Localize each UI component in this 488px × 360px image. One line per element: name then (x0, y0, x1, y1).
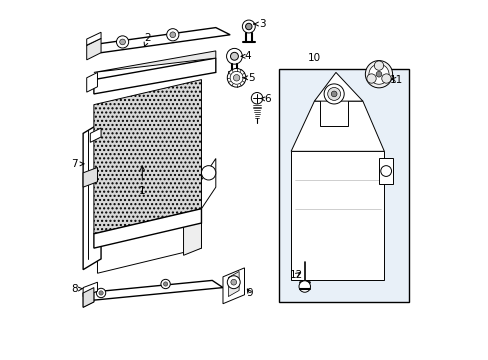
Polygon shape (290, 101, 384, 151)
Polygon shape (83, 282, 97, 297)
Polygon shape (83, 288, 94, 307)
Text: 5: 5 (243, 73, 254, 83)
Text: 9: 9 (246, 288, 253, 298)
Polygon shape (90, 128, 101, 142)
Circle shape (226, 48, 242, 64)
Circle shape (227, 276, 240, 289)
Polygon shape (83, 288, 94, 307)
Circle shape (366, 74, 375, 83)
Polygon shape (97, 108, 201, 273)
Circle shape (233, 75, 239, 81)
Circle shape (298, 281, 310, 292)
Circle shape (330, 91, 336, 97)
Polygon shape (94, 58, 215, 94)
Polygon shape (314, 72, 362, 101)
Text: 1: 1 (139, 166, 145, 196)
Circle shape (365, 60, 392, 88)
Text: 4: 4 (241, 51, 251, 61)
Polygon shape (94, 80, 201, 234)
Polygon shape (201, 158, 215, 209)
Polygon shape (83, 123, 101, 270)
Circle shape (242, 20, 255, 33)
Polygon shape (378, 158, 392, 184)
Circle shape (99, 291, 103, 295)
Polygon shape (86, 39, 101, 60)
Circle shape (373, 61, 383, 70)
Circle shape (251, 93, 262, 104)
Circle shape (166, 29, 179, 41)
Text: 6: 6 (261, 94, 270, 104)
Circle shape (380, 166, 391, 176)
Circle shape (227, 68, 245, 87)
Text: 3: 3 (253, 19, 265, 29)
Polygon shape (228, 271, 239, 297)
Circle shape (169, 32, 175, 38)
Circle shape (201, 166, 215, 180)
Polygon shape (86, 32, 101, 45)
Circle shape (381, 74, 390, 83)
Circle shape (96, 288, 105, 298)
Circle shape (245, 23, 251, 30)
Text: 7: 7 (71, 159, 83, 169)
Circle shape (230, 279, 236, 285)
Polygon shape (223, 268, 244, 304)
Circle shape (163, 282, 167, 286)
Circle shape (120, 39, 125, 45)
Polygon shape (94, 209, 201, 248)
Text: 8: 8 (71, 284, 83, 294)
Polygon shape (183, 108, 201, 255)
Polygon shape (86, 72, 97, 92)
Circle shape (116, 36, 128, 48)
Circle shape (324, 84, 344, 104)
Circle shape (327, 87, 340, 100)
Text: 2: 2 (144, 33, 151, 46)
Polygon shape (290, 151, 384, 280)
Polygon shape (83, 280, 223, 300)
Polygon shape (86, 28, 230, 53)
Circle shape (368, 64, 388, 84)
Text: 11: 11 (389, 75, 403, 85)
Circle shape (161, 279, 170, 289)
Polygon shape (94, 51, 215, 72)
Bar (278, 69, 408, 302)
Text: 12: 12 (289, 270, 303, 280)
Polygon shape (83, 167, 97, 187)
Circle shape (230, 52, 238, 60)
Circle shape (375, 71, 381, 77)
Circle shape (230, 71, 243, 84)
Polygon shape (319, 98, 348, 126)
Text: 10: 10 (307, 53, 320, 63)
